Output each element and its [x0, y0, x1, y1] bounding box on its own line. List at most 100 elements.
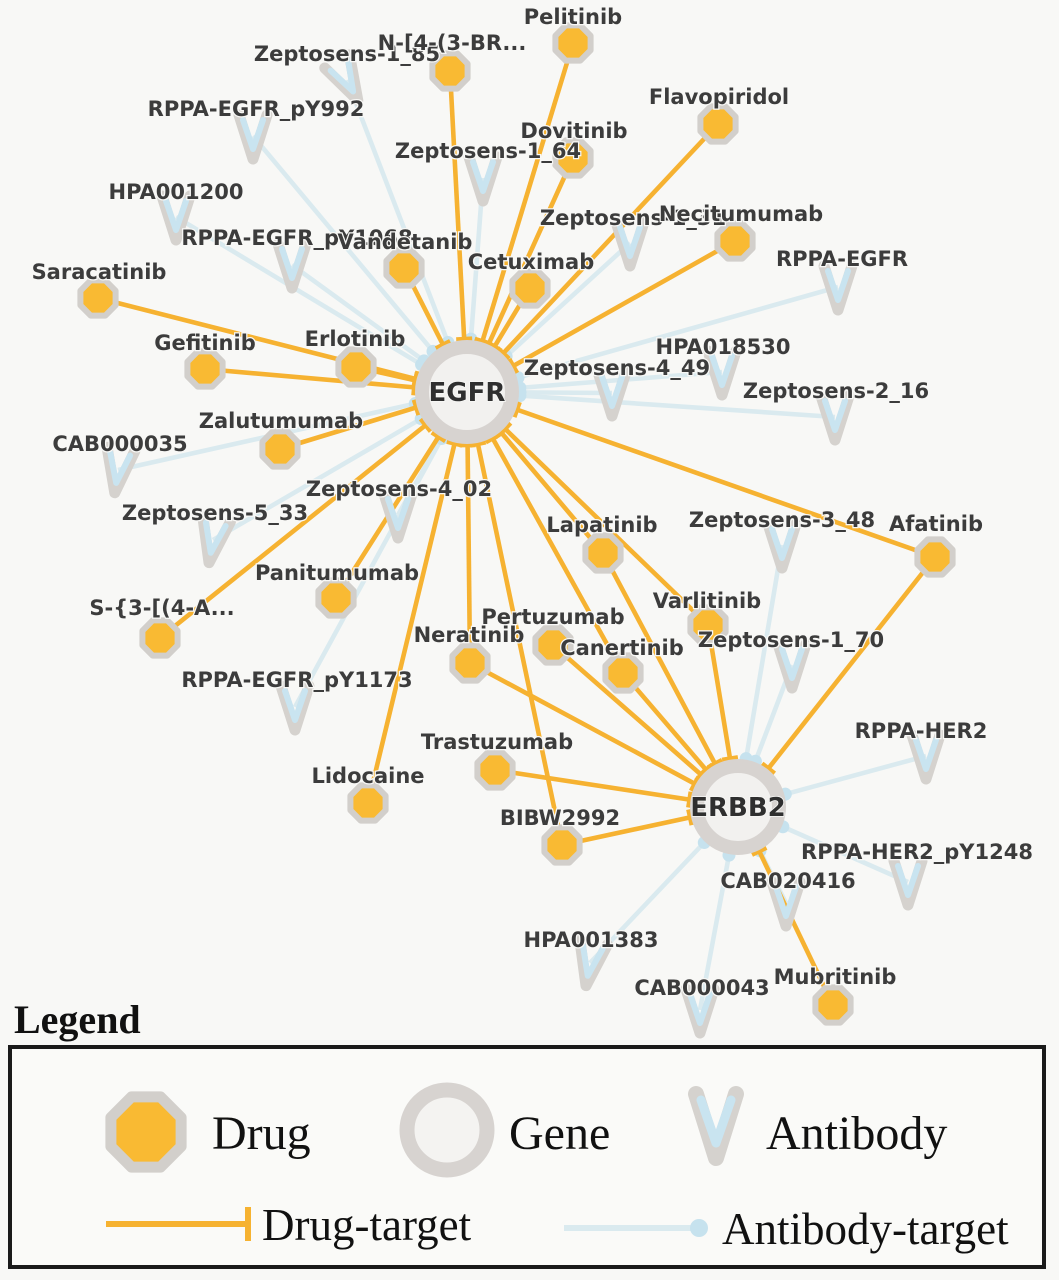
antibody-label: RPPA-EGFR: [776, 247, 908, 271]
gene-label-egfr: EGFR: [429, 378, 506, 408]
chevron-inner: [327, 58, 357, 95]
chevron-inner: [282, 688, 308, 723]
drug-label: Necitumumab: [659, 202, 823, 226]
chevron-inner: [822, 398, 848, 433]
antibody-node-rppa-egfr-py992[interactable]: [233, 109, 273, 165]
antibody-node-zeptosens-1-85[interactable]: [319, 49, 370, 107]
antibody-node-hpa018530[interactable]: [702, 345, 742, 401]
antibody-node-zeptosens-5-33[interactable]: [195, 511, 236, 569]
drug-node-pelitinib[interactable]: [552, 22, 594, 64]
drug-node-vandetanib[interactable]: [383, 247, 425, 289]
drug-node-necitumumab[interactable]: [714, 220, 756, 262]
antibody-node-cab000043[interactable]: [680, 983, 720, 1039]
drug-node-pertuzumab[interactable]: [532, 624, 574, 666]
antibody-label: CAB000035: [52, 432, 187, 456]
antibody-node-rppa-her2[interactable]: [906, 729, 946, 785]
drug-target-edge: [501, 122, 720, 355]
drug-node-canertinib[interactable]: [602, 652, 644, 694]
drug-node-afatinib[interactable]: [914, 536, 956, 578]
drug-label: Zalutumumab: [199, 409, 363, 433]
antibody-node-rppa-egfr[interactable]: [818, 260, 858, 316]
drug-node-lapatinib[interactable]: [582, 532, 624, 574]
antibody-target-edge: [504, 241, 632, 358]
drug-label: Vandetanib: [338, 230, 473, 254]
legend-drug-target-label: Drug-target: [262, 1200, 472, 1250]
drug-target-edge-cap: [411, 372, 420, 389]
antibody-node-rppa-egfr-py1173[interactable]: [275, 680, 315, 736]
drug-target-edges: [97, 42, 937, 1006]
antibody-node-zeptosens-1-31[interactable]: [610, 216, 650, 272]
drug-node-erlotinib[interactable]: [335, 346, 377, 388]
antibody-node-hpa001383[interactable]: [572, 934, 613, 992]
drug-target-edge: [705, 624, 733, 760]
drug-target-edge-cap: [434, 339, 452, 351]
drug-label: BIBW2992: [500, 806, 620, 830]
antibody-node-zeptosens-4-02[interactable]: [378, 488, 418, 544]
drug-target-edge: [490, 437, 626, 675]
gene-node-egfr[interactable]: [415, 340, 519, 444]
drug-label: Trastuzumab: [421, 730, 573, 754]
antibody-target-edge: [784, 753, 927, 797]
antibody-target-edge: [519, 390, 613, 396]
drug-target-edge-cap: [430, 430, 447, 443]
network-nodes: [77, 22, 956, 1039]
drug-node-trastuzumab[interactable]: [474, 749, 516, 791]
antibody-node-zeptosens-4-49[interactable]: [592, 366, 632, 422]
antibody-node-zeptosens-2-16[interactable]: [815, 390, 855, 446]
drug-node-bibw2992[interactable]: [541, 824, 583, 866]
antibody-node-rppa-her2-py1248[interactable]: [888, 855, 928, 911]
drug-node-gefitinib[interactable]: [184, 348, 226, 390]
drug-node-lidocaine[interactable]: [347, 782, 389, 824]
drug-target-edge-cap: [456, 336, 473, 342]
legend-gene-label: Gene: [509, 1107, 610, 1160]
antibody-label: Zeptosens-3_48: [689, 508, 875, 532]
antibody-node-hpa001200[interactable]: [156, 190, 196, 246]
antibody-chevron-icon: [688, 1086, 744, 1166]
drug-node-varlitinib[interactable]: [687, 604, 729, 646]
drug-target-edge-cap: [698, 762, 714, 777]
drug-node-mubritinib[interactable]: [812, 984, 854, 1026]
drug-node-zalutumumab[interactable]: [259, 428, 301, 470]
antibody-node-zeptosens-1-64[interactable]: [463, 151, 503, 207]
drug-node-cetuximab[interactable]: [509, 267, 551, 309]
drug-node-panitumumab[interactable]: [315, 577, 357, 619]
drug-target-edge: [494, 767, 690, 802]
drug-node-flavopiridol[interactable]: [697, 103, 739, 145]
gene-node-erbb2[interactable]: [690, 759, 786, 855]
drug-target-edge: [600, 551, 718, 765]
antibody-target-edge: [743, 544, 785, 760]
antibody-node-cab020416[interactable]: [766, 876, 806, 932]
antibody-node-zeptosens-3-48[interactable]: [762, 518, 802, 574]
antibody-node-rppa-egfr-py1068[interactable]: [272, 238, 312, 294]
antibody-label: HPA001383: [524, 928, 659, 952]
antibody-node-zeptosens-1-70[interactable]: [772, 638, 812, 694]
drug-target-edge-cap: [418, 417, 433, 433]
chevron-inner: [163, 198, 189, 233]
antibody-label: HPA001200: [109, 180, 244, 204]
chevron-inner: [599, 374, 625, 409]
network-labels: EGFR ERBB2 Zeptosens-1_85 RPPA-EGFR_pY992 HP…: [30, 4, 1034, 1002]
drug-node-dovitinib[interactable]: [552, 137, 594, 179]
drug-target-edge: [561, 815, 691, 848]
drug-target-edge-cap: [686, 809, 695, 826]
drug-node-s-3-4-a[interactable]: [139, 617, 181, 659]
chevron-inner: [779, 646, 805, 681]
antibody-node-cab000035[interactable]: [101, 441, 141, 499]
antibody-target-edge: [781, 824, 909, 885]
chevron-inner: [202, 519, 229, 556]
drug-target-edge-cap: [760, 761, 777, 776]
drug-target-edge-cap: [446, 439, 463, 448]
drug-target-edge: [512, 238, 737, 368]
antibody-target-edge-sample: [564, 1219, 708, 1237]
antibody-label: Zeptosens-5_33: [122, 501, 308, 525]
drug-node-saracatinib[interactable]: [77, 277, 119, 319]
chevron-inner: [825, 268, 851, 303]
antibody-label: RPPA-EGFR_pY1173: [181, 668, 412, 692]
chevron-inner: [687, 991, 713, 1026]
drug-target-edge: [480, 42, 576, 342]
drug-node-neratinib[interactable]: [449, 642, 491, 684]
drug-node-n-4-3-br[interactable]: [429, 50, 471, 92]
drug-label: Canertinib: [560, 636, 684, 660]
